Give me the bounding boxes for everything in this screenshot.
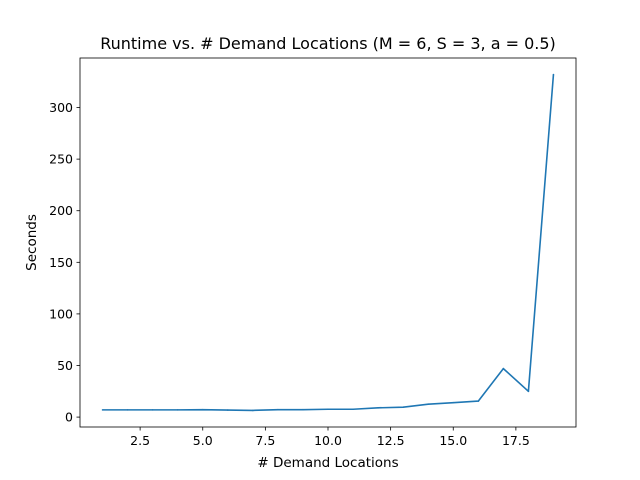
data-point: [352, 408, 354, 411]
x-tick-label: 10.0: [314, 433, 342, 448]
data-point: [101, 409, 104, 411]
data-point: [552, 73, 555, 76]
data-point: [252, 409, 254, 412]
y-tick-label: 150: [49, 255, 73, 270]
y-tick-label: 50: [57, 358, 73, 373]
data-point: [402, 406, 404, 408]
data-point: [377, 407, 379, 409]
x-axis-ticks: 2.5 5.0 7.5 10.0 12.5 15.0 17.5: [130, 427, 530, 448]
y-tick-label: 300: [49, 100, 73, 115]
series-layer: [101, 73, 555, 412]
y-axis-ticks: 0 50 100 150 200 250 300: [49, 100, 80, 425]
x-tick-label: 15.0: [439, 433, 467, 448]
x-tick-label: 7.5: [255, 433, 275, 448]
data-point: [277, 408, 279, 411]
plot-frame: [79, 57, 577, 428]
y-tick-label: 200: [49, 203, 73, 218]
data-point: [201, 408, 204, 411]
data-point: [502, 367, 505, 370]
x-tick-label: 2.5: [130, 433, 150, 448]
y-tick-label: 250: [49, 152, 73, 167]
data-point: [151, 409, 154, 411]
x-tick-label: 12.5: [377, 433, 405, 448]
chart-title: Runtime vs. # Demand Locations (M = 6, S…: [100, 34, 556, 53]
x-tick-label: 5.0: [193, 433, 213, 448]
y-tick-label: 0: [65, 410, 73, 425]
data-point: [527, 390, 530, 393]
data-point: [126, 409, 129, 411]
x-axis-label: # Demand Locations: [257, 455, 398, 471]
data-point: [427, 403, 430, 406]
plot-area: [80, 58, 576, 427]
y-axis-label: Seconds: [24, 214, 40, 271]
x-tick-label: 17.5: [502, 433, 530, 448]
data-point: [302, 408, 304, 411]
data-point: [477, 400, 480, 402]
data-point: [176, 409, 179, 411]
data-point: [227, 409, 229, 411]
data-point: [452, 401, 455, 404]
y-tick-label: 100: [49, 306, 73, 321]
data-point: [327, 408, 329, 411]
